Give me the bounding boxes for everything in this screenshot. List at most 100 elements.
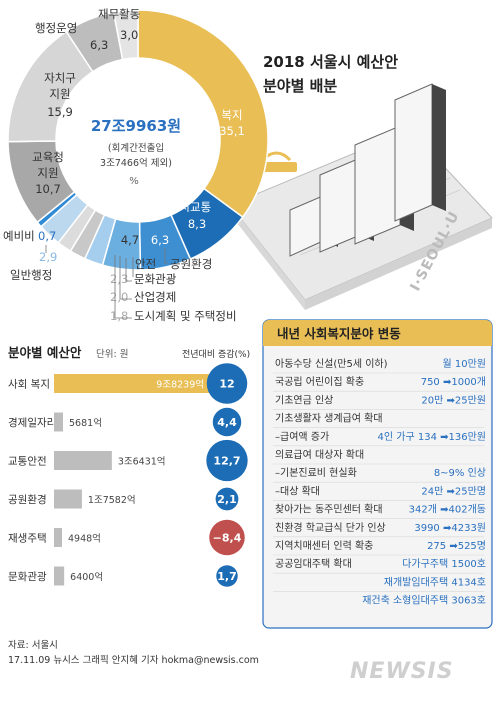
bar-category-label: 재생주택 — [8, 533, 47, 545]
welfare-item-label: 친환경 학교급식 단가 인상 — [275, 521, 386, 534]
welfare-item-label: 의료급여 대상자 확대 — [275, 449, 364, 461]
label-admin-value: 6,3 — [90, 38, 108, 52]
donut-segment — [112, 9, 139, 61]
building-illustration: I·SEOUL·U — [229, 83, 493, 310]
bar — [54, 528, 62, 547]
welfare-item-value: 275 ➡525명 — [427, 540, 486, 552]
label-housing-value: 1,8 — [110, 309, 128, 323]
bar — [54, 489, 82, 509]
label-economy-value: 2,0 — [110, 290, 128, 304]
welfare-box-title: 내년 사회복지분야 변동 — [277, 326, 401, 341]
bar-category-label: 문화관광 — [8, 571, 47, 583]
label-welfare-name: 복지 — [221, 108, 242, 122]
welfare-item-value: 3990 ➡4233원 — [414, 522, 486, 534]
welfare-item-value: 4인 가구 134 ➡136만원 — [378, 431, 486, 443]
donut-center-note-2: 3조7466억 제외) — [100, 157, 172, 169]
welfare-item-value: 재건축 소형임대주택 3063호 — [362, 594, 486, 607]
label-economy-name: 산업경제 — [134, 290, 176, 304]
label-district-name-1: 자치구 — [44, 71, 76, 85]
welfare-item-value: 8~9% 인상 — [434, 467, 486, 479]
welfare-item-label: –대상 확대 — [275, 485, 320, 497]
donut-labels: 복지 35,1 도시교통 8,3 6,3 공원환경 4,7 안전 2,3 문화관… — [3, 7, 245, 323]
credit-text: 17.11.09 뉴시스 그래픽 안지혜 기자 hokma@newsis.com — [8, 654, 259, 666]
bar-value-label: 9조8239억 — [156, 379, 204, 391]
label-welfare-value: 35,1 — [219, 124, 245, 138]
bar-section-title: 분야별 예산안 — [8, 345, 82, 360]
label-general-name: 일반행정 — [10, 268, 52, 282]
label-park-name: 공원환경 — [170, 257, 212, 271]
bar — [54, 412, 64, 432]
label-housing-name: 도시계획 및 주택정비 — [134, 309, 237, 323]
welfare-item-label: –기본진료비 현실화 — [275, 467, 357, 479]
source-text: 자료: 서울시 — [8, 640, 58, 651]
label-culture-name: 문화관광 — [134, 272, 177, 286]
bar-category-label: 공원환경 — [8, 493, 47, 506]
bar-value-label: 5681억 — [69, 417, 102, 429]
bar-value-label: 4948억 — [68, 533, 101, 545]
budget-donut-chart — [7, 9, 269, 271]
change-bubble — [206, 439, 248, 482]
change-bubble — [206, 363, 248, 404]
welfare-item-label: 기초연금 인상 — [275, 394, 333, 406]
welfare-item-label: 찾아가는 동주민센터 확대 — [275, 504, 383, 516]
welfare-item-value: 750 ➡1000개 — [421, 376, 486, 388]
donut-center-note-1: (회계간전출입 — [108, 142, 164, 154]
bar-value-label: 6400억 — [70, 571, 103, 583]
label-safety-name: 안전 — [135, 257, 156, 271]
welfare-item-value: 20만 ➡25만원 — [421, 394, 486, 406]
label-district-value: 15,9 — [47, 105, 73, 119]
label-park-value: 6,3 — [151, 233, 169, 247]
label-reserve-name: 예비비 — [3, 229, 35, 243]
welfare-item-label: 국공립 어린이집 확충 — [275, 375, 364, 388]
change-label: 12,7 — [213, 455, 240, 468]
change-bubble — [215, 487, 239, 511]
welfare-item-value: 다가구주택 1500호 — [402, 558, 486, 570]
bar-category-label: 사회 복지 — [8, 379, 50, 391]
bar-unit-label: 단위: 원 — [96, 348, 128, 360]
donut-center-total: 27조9963원 — [91, 117, 181, 135]
welfare-item-label: 지역치매센터 인력 확충 — [275, 540, 373, 552]
title-line-2: 분야별 배분 — [263, 77, 337, 95]
welfare-item-value: 342개 ➡402개동 — [409, 504, 486, 516]
donut-segment — [137, 9, 269, 219]
title-line-1: 2018 서울시 예산안 — [263, 53, 398, 71]
change-label: 1,7 — [217, 570, 237, 583]
label-transport-value: 8,3 — [188, 217, 206, 231]
label-general-value: 2,9 — [39, 250, 57, 264]
bar-chart: 사회 복지 9조8239억 12 경제일자리 5681억 4,4 교통안전 3조6431억 12… — [8, 363, 248, 587]
bar — [54, 374, 210, 393]
welfare-item-value: 월 10만원 — [442, 358, 486, 370]
welfare-item-value: 재개발임대주택 4134호 — [384, 575, 486, 588]
change-label: 4,4 — [217, 416, 237, 429]
label-education-value: 10,7 — [35, 182, 61, 196]
donut-unit: % — [129, 176, 139, 187]
bar-category-label: 경제일자리 — [8, 416, 56, 429]
label-admin-name: 행정운영 — [35, 21, 77, 35]
change-label: 12 — [219, 378, 234, 391]
change-bubble — [209, 519, 245, 556]
change-bubble — [216, 565, 238, 587]
welfare-item-label: 기초생활자 생계급여 확대 — [275, 412, 383, 425]
label-safety-value: 4,7 — [121, 233, 139, 247]
bar-value-label: 1조7582억 — [88, 494, 136, 506]
welfare-item-value: 24만 ➡25만명 — [421, 485, 486, 497]
bar-value-label: 3조6431억 — [118, 456, 166, 468]
label-district-name-2: 지원 — [49, 87, 70, 101]
welfare-item-label: 공공임대주택 확대 — [275, 557, 352, 570]
label-education-name-2: 지원 — [37, 166, 58, 180]
label-finance-name: 재무활동 — [98, 7, 140, 21]
bar — [54, 566, 65, 586]
welfare-item-label: –급여액 증가 — [275, 431, 329, 443]
change-label: 2,1 — [217, 493, 237, 506]
label-education-name-1: 교육청 — [32, 150, 64, 164]
change-bubble — [212, 407, 242, 437]
label-culture-value: 2,3 — [110, 272, 128, 286]
bar-category-label: 교통안전 — [8, 456, 47, 468]
label-finance-value: 3,0 — [120, 28, 138, 42]
bar — [54, 451, 112, 470]
label-transport-name: 도시교통 — [169, 200, 211, 214]
label-reserve-value: 0,7 — [38, 229, 56, 243]
